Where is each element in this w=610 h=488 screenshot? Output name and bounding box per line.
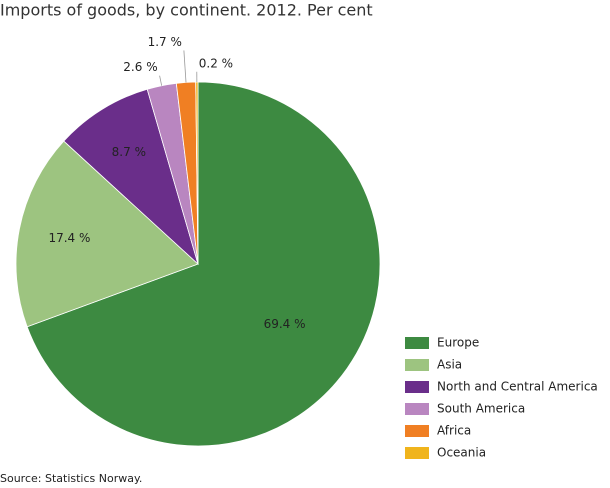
leader-line — [159, 75, 163, 86]
value-label: 1.7 % — [148, 35, 182, 49]
legend-label: Africa — [437, 424, 471, 438]
legend-swatch — [405, 425, 429, 437]
value-label: 8.7 % — [112, 145, 146, 159]
leader-line — [183, 50, 187, 83]
pie-slice — [15, 140, 199, 328]
legend-label: Asia — [437, 358, 462, 372]
value-label: 17.4 % — [48, 231, 90, 245]
value-label: 69.4 % — [264, 317, 306, 331]
legend-swatch — [405, 403, 429, 415]
value-label: 2.6 % — [123, 60, 157, 74]
value-label: 0.2 % — [199, 56, 233, 70]
chart-title: Imports of goods, by continent. 2012. Pe… — [0, 1, 373, 20]
legend-swatch — [405, 337, 429, 349]
legend-swatch — [405, 447, 429, 459]
pie-slice — [195, 81, 199, 265]
legend-swatch — [405, 359, 429, 371]
pie-slice — [26, 81, 381, 447]
pie-slice — [63, 88, 199, 266]
legend-swatch — [405, 381, 429, 393]
legend-label: South America — [437, 402, 525, 416]
legend-label: Oceania — [437, 446, 486, 460]
legend-label: North and Central America — [437, 380, 598, 394]
source: Source: Statistics Norway. — [0, 472, 142, 485]
legend-label: Europe — [437, 336, 479, 350]
